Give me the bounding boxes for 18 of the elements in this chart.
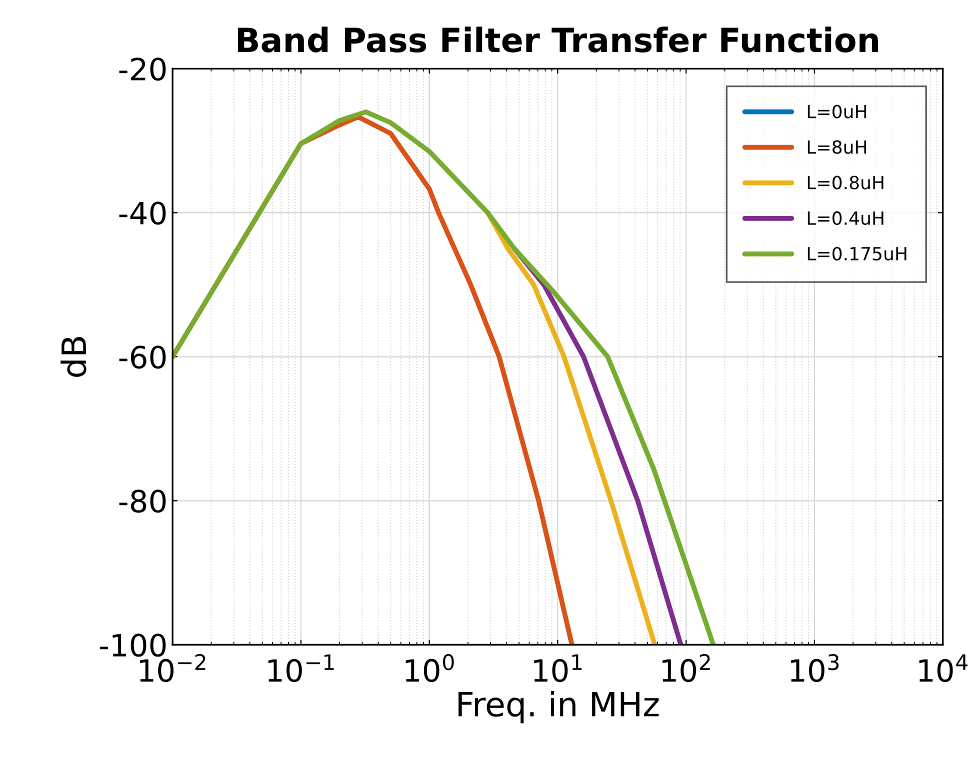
- x-axis-title: Freq. in MHz: [458, 690, 659, 724]
- x-tick-label: 10$^{4}$: [919, 654, 968, 682]
- legend-label: L=0.4uH: [808, 211, 884, 225]
- y-tick-label: -80: [119, 490, 166, 513]
- x-tick-label: 10$^{1}$: [534, 654, 582, 682]
- x-tick-label: 10$^{2}$: [662, 654, 710, 682]
- chart-title: Band Pass Filter Transfer Function: [238, 26, 878, 52]
- legend-label: L=0.8uH: [808, 176, 884, 190]
- x-tick-label: 10$^{0}$: [406, 654, 454, 682]
- y-axis-title: dB: [60, 337, 86, 377]
- y-tick-label: -40: [119, 202, 166, 225]
- x-tick-label: 10$^{−1}$: [268, 654, 334, 682]
- legend-label: L=8uH: [808, 140, 866, 154]
- x-tick-label: 10$^{3}$: [790, 654, 839, 682]
- legend-label: L=0.175uH: [808, 246, 906, 260]
- y-tick-label: -60: [119, 346, 166, 369]
- y-tick-label: -20: [119, 58, 166, 81]
- legend-label: L=0uH: [808, 104, 866, 118]
